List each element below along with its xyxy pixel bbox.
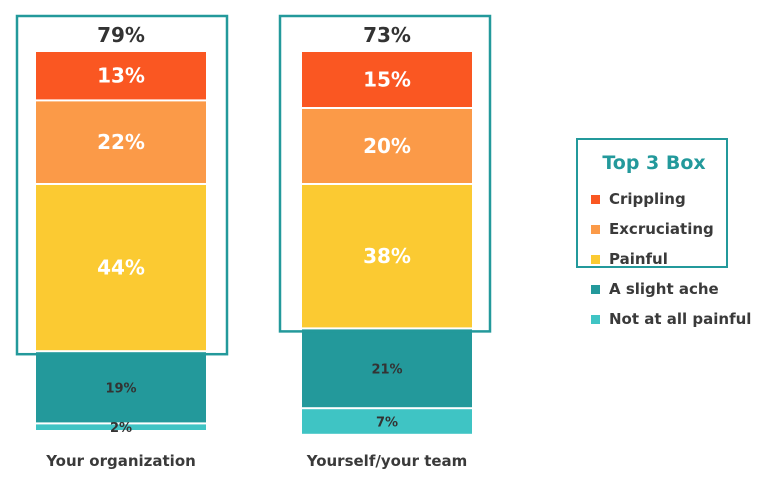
bar-segment-not-at-all-painful [302,409,472,434]
bar-segment-excruciating [302,109,472,183]
data-label: 2% [110,421,132,436]
legend-item-not-painful: Not at all painful [578,304,763,334]
data-label: 22% [97,130,145,154]
data-label: 21% [371,362,402,377]
top3-box-outline [15,14,229,356]
bar-segment-crippling [302,52,472,107]
legend-title: Top 3 Box [602,152,706,174]
bar-segment-a-slight-ache [302,329,472,408]
category-label: Yourself/your team [306,452,468,470]
legend-swatch-not-painful [591,314,600,324]
data-label: 38% [363,244,411,268]
legend-item-excruciating: Excruciating [578,214,763,244]
bar-segment-painful [302,185,472,328]
data-label: 13% [97,64,145,88]
legend-label: Crippling [609,190,686,208]
data-label: 20% [363,134,411,158]
legend: Top 3 Box Crippling Excruciating Painful… [578,140,763,334]
data-label: 7% [376,416,398,431]
bar-segment-crippling [36,52,206,100]
legend-swatch-painful [591,254,600,264]
data-label: 15% [363,68,411,92]
legend-label: A slight ache [609,280,719,298]
legend-label: Painful [609,250,668,268]
legend-item-crippling: Crippling [578,184,763,214]
bar-segment-a-slight-ache [36,352,206,423]
bar-segment-not-at-all-painful [36,424,206,430]
data-label: 19% [105,381,136,396]
legend-item-painful: Painful [578,244,763,274]
bar-segment-excruciating [36,101,206,183]
legend-label: Excruciating [609,220,714,238]
legend-swatch-excruciating [591,224,600,234]
top3-total-label: 79% [97,23,145,47]
data-label: 44% [97,256,145,280]
top3-total-label: 73% [363,23,411,47]
legend-label: Not at all painful [609,310,752,328]
legend-swatch-slight-ache [591,284,600,294]
legend-item-slight-ache: A slight ache [578,274,763,304]
category-label: Your organization [45,452,196,470]
legend-swatch-crippling [591,194,600,204]
top3-box-outline [278,14,492,333]
bar-segment-painful [36,185,206,351]
